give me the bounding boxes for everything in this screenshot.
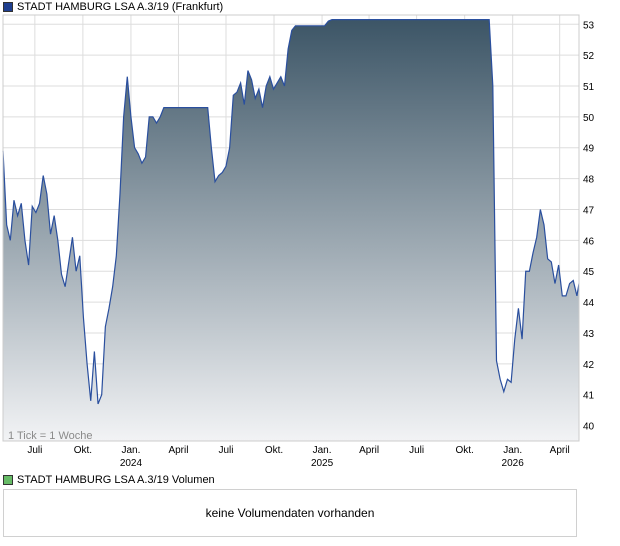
volume-legend: STADT HAMBURG LSA A.3/19 Volumen [3,473,215,487]
plot-area [2,19,580,441]
x-tick-year-label: 2025 [311,458,334,469]
volume-legend-label: STADT HAMBURG LSA A.3/19 Volumen [17,474,215,486]
y-tick-label: 44 [583,298,595,309]
x-tick-label: April [168,445,188,456]
price-chart: 40 41 42 43 44 45 46 47 48 49 50 51 52 53 Juli Okt. Jan… [2,14,595,469]
y-tick-label: 43 [583,329,595,340]
x-tick-year-label: 2024 [120,458,143,469]
y-tick-label: 48 [583,175,595,186]
x-tick-label: April [359,445,379,456]
volume-legend-swatch [3,475,13,485]
y-axis: 40 41 42 43 44 45 46 47 48 49 50 51 52 53 [583,20,595,432]
x-tick-label: Okt. [74,445,92,456]
x-tick-label: April [550,445,570,456]
plot-frame [2,14,580,442]
x-tick-label: Jan. [313,445,332,456]
y-tick-label: 51 [583,82,595,93]
y-tick-label: 50 [583,113,595,124]
x-tick-label: Juli [409,445,424,456]
price-legend-swatch [3,2,13,12]
y-tick-label: 46 [583,236,595,247]
x-tick-label: Juli [27,445,42,456]
y-tick-label: 49 [583,144,595,155]
volume-empty-message: keine Volumendaten vorhanden [205,506,375,520]
y-tick-label: 41 [583,391,595,402]
x-tick-label: Juli [218,445,233,456]
y-tick-label: 40 [583,422,595,433]
y-tick-label: 45 [583,267,595,278]
x-tick-label: Okt. [455,445,473,456]
x-tick-label: Jan. [503,445,522,456]
y-tick-label: 47 [583,205,595,216]
x-axis: Juli Okt. Jan. 2024 April Juli Okt. Jan. 2025 Apr… [27,445,569,469]
price-area [3,19,579,441]
tick-annotation: 1 Tick = 1 Woche [8,430,92,442]
y-tick-label: 53 [583,20,595,31]
x-tick-year-label: 2026 [502,458,525,469]
price-legend-label: STADT HAMBURG LSA A.3/19 (Frankfurt) [17,1,224,13]
y-tick-label: 52 [583,51,595,62]
y-tick-label: 42 [583,360,595,371]
volume-panel: keine Volumendaten vorhanden [3,489,577,537]
price-legend: STADT HAMBURG LSA A.3/19 (Frankfurt) [3,0,223,14]
price-line [2,19,580,405]
x-tick-label: Okt. [265,445,283,456]
x-tick-label: Jan. [121,445,140,456]
